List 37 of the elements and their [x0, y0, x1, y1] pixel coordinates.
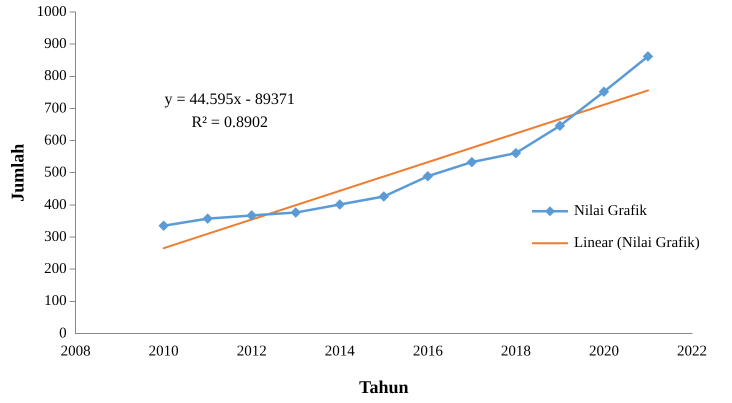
annotation: y = 44.595x - 89371 — [164, 91, 295, 108]
y-tick-label: 200 — [44, 261, 67, 278]
point — [643, 52, 653, 62]
x-tick-label: 2012 — [236, 343, 267, 360]
x-tick-label: 2020 — [588, 343, 619, 360]
legend-label: Linear (Nilai Grafik) — [574, 235, 700, 252]
point — [246, 210, 256, 220]
y-tick-label: 100 — [44, 293, 67, 310]
point — [511, 148, 521, 158]
point — [599, 86, 609, 96]
point — [158, 220, 168, 230]
y-tick-label: 300 — [44, 228, 67, 245]
point — [467, 157, 477, 167]
y-tick-label: 600 — [44, 132, 67, 148]
point — [379, 192, 389, 202]
x-axis-title: Tahun — [359, 376, 408, 397]
x-tick-label: 2014 — [324, 343, 356, 360]
x-tick-label: 2016 — [412, 343, 444, 360]
point — [335, 200, 345, 210]
y-tick-label: 700 — [44, 100, 67, 116]
x-tick-label: 2010 — [148, 343, 179, 360]
point — [423, 171, 433, 181]
point — [555, 121, 565, 131]
point — [290, 208, 300, 218]
y-tick-label: 500 — [44, 164, 67, 181]
x-tick-label: 2008 — [60, 343, 91, 360]
x-tick-label: 2018 — [500, 343, 531, 360]
x-tick-label: 2022 — [677, 343, 707, 360]
legend-label: Nilai Grafik — [574, 203, 648, 220]
y-tick-label: 400 — [44, 196, 67, 213]
y-tick-label: 1000 — [36, 4, 67, 20]
y-tick-label: 900 — [44, 36, 67, 52]
annotation: R² = 0.8902 — [191, 114, 268, 132]
y-tick-label: 800 — [44, 68, 67, 84]
point — [202, 214, 212, 224]
y-axis-title: Jumlah — [7, 144, 28, 202]
y-tick-label: 0 — [59, 325, 67, 342]
